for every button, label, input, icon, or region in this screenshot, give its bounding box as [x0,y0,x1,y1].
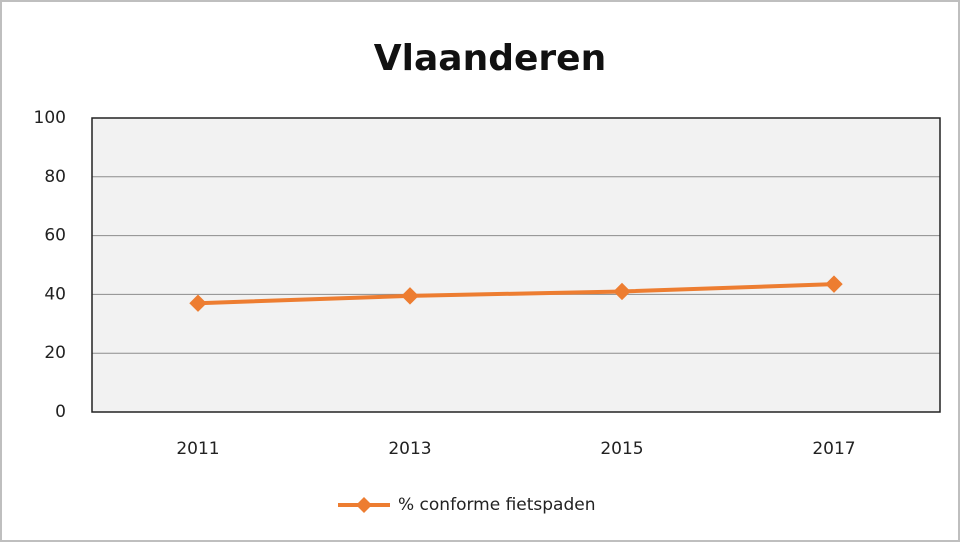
point-marker [613,282,631,301]
plot-area [92,118,940,412]
y-tick-label: 0 [55,402,66,422]
chart-title: Vlaanderen [374,38,606,79]
y-tick-label: 60 [44,226,66,246]
legend-marker [356,497,372,513]
y-tick-label: 20 [44,343,66,363]
x-tick-label: 2013 [388,439,431,459]
legend-label: % conforme fietspaden [398,495,596,515]
x-tick-label: 2011 [176,439,219,459]
plot-border [91,117,941,413]
y-tick-label: 40 [44,284,66,304]
y-tick-label: 80 [44,167,66,187]
y-tick-label: 100 [34,108,66,128]
series-line [197,282,835,306]
point-marker [401,287,419,305]
point-marker [189,294,207,312]
x-tick-label: 2015 [600,439,643,459]
x-tick-label: 2017 [812,439,855,459]
point-marker [825,275,843,293]
